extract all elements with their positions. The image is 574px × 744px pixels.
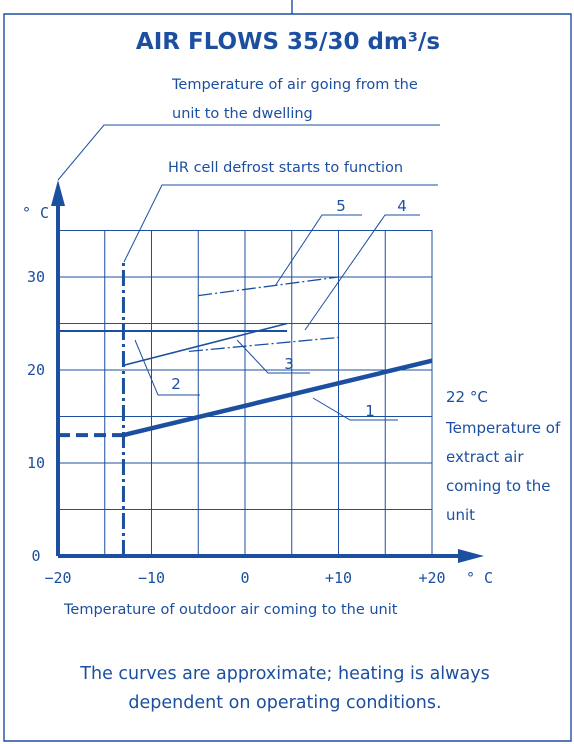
frame: [3, 13, 572, 742]
callout-label-5: 5: [336, 197, 346, 215]
extract-line-4: unit: [446, 506, 475, 524]
extract-line-3: coming to the: [446, 477, 550, 495]
chart-title: AIR FLOWS 35/30 dm³/s: [136, 29, 440, 55]
series-group: [58, 262, 433, 556]
defrost-leader: [123, 184, 438, 263]
extract-line-1: Temperature of: [445, 419, 561, 437]
extract-temp-label: 22 °C: [446, 388, 488, 406]
callout-label-3: 3: [284, 355, 294, 373]
series-line-5: [198, 276, 339, 297]
callout-label-2: 2: [171, 375, 181, 393]
extract-line-2: extract air: [446, 448, 524, 466]
axes: [51, 180, 484, 563]
x-axis-arrow: [458, 549, 484, 563]
y-tick-label: 10: [27, 454, 45, 472]
x-tick-label: −20: [44, 569, 71, 587]
note-line-1: The curves are approximate; heating is a…: [79, 664, 489, 684]
y-axis-arrow: [51, 180, 65, 206]
x-tick-label: +10: [325, 569, 352, 587]
x-axis-label: Temperature of outdoor air coming to the…: [63, 602, 398, 618]
defrost-annotation: HR cell defrost starts to function: [168, 160, 403, 176]
series-line-1: [122, 358, 433, 438]
callout-leader-3: [236, 339, 310, 374]
y-tick-label: 0: [31, 547, 40, 565]
supply-air-annotation-line1: Temperature of air going from the: [171, 77, 418, 93]
leader-lines: 1 2 3 4 5: [57, 124, 440, 421]
callout-label-4: 4: [397, 197, 407, 215]
grid: [58, 230, 433, 556]
x-unit-label: ° C: [466, 569, 493, 587]
x-tick-label: +20: [418, 569, 445, 587]
tick-labels: −20 −10 0 +10 +20 0 10 20 30 ° C ° C: [22, 204, 493, 587]
x-tick-label: −10: [138, 569, 165, 587]
y-tick-label: 20: [27, 361, 45, 379]
series-line-4: [188, 336, 339, 353]
callout-leader-1: [312, 397, 398, 421]
supply-air-leader: [57, 124, 440, 181]
callout-leader-4: [304, 214, 420, 331]
series-line-3: [123, 322, 288, 367]
note-line-2: dependent on operating conditions.: [128, 693, 441, 713]
callout-label-1: 1: [365, 402, 375, 420]
callout-leader-2: [134, 339, 200, 396]
supply-air-annotation-line2: unit to the dwelling: [172, 106, 313, 122]
callout-leader-5: [274, 214, 362, 287]
x-tick-label: 0: [240, 569, 249, 587]
y-unit-label: ° C: [22, 204, 49, 222]
y-tick-label: 30: [27, 268, 45, 286]
